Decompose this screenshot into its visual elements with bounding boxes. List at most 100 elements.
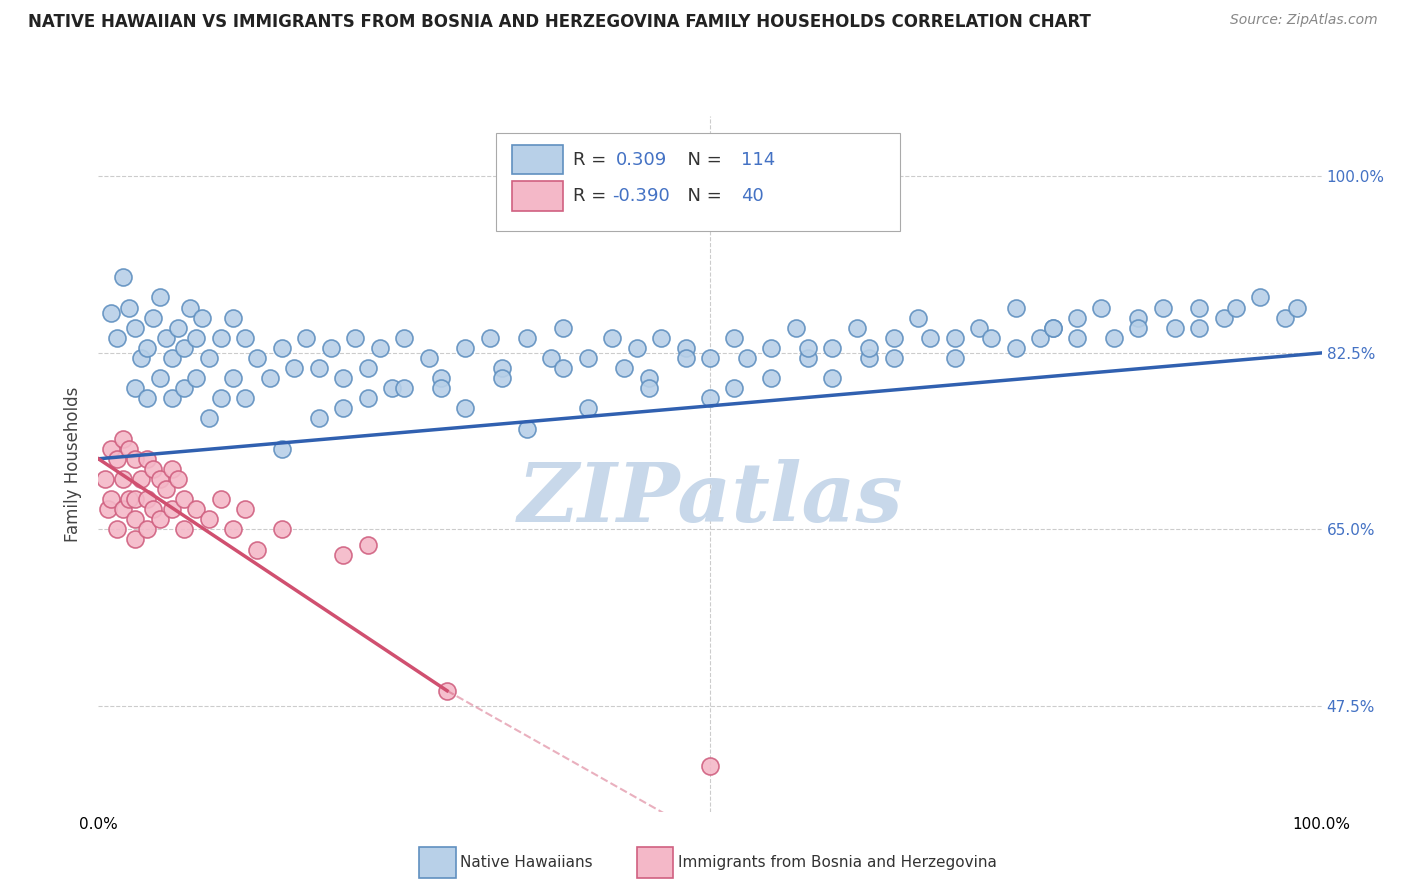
Point (93, 472, 115, 486)
Point (1128, 320, 1150, 334)
Point (197, 512, 219, 526)
Point (967, 320, 990, 334)
Text: R =: R = (574, 187, 612, 205)
Point (160, 351, 183, 365)
Point (197, 351, 219, 365)
Point (173, 522, 195, 536)
Point (222, 522, 245, 536)
Point (723, 331, 745, 345)
Point (491, 361, 513, 376)
Point (1029, 331, 1052, 345)
Point (209, 392, 232, 406)
Point (1164, 320, 1187, 334)
Point (821, 371, 844, 385)
Text: Immigrants from Bosnia and Herzegovina: Immigrants from Bosnia and Herzegovina (678, 855, 997, 870)
Point (118, 442, 141, 456)
Point (283, 361, 305, 376)
Point (430, 381, 453, 395)
Point (155, 331, 177, 345)
Point (259, 371, 281, 385)
Point (735, 351, 758, 365)
Point (540, 351, 562, 365)
Point (1042, 320, 1064, 334)
Point (1274, 310, 1296, 325)
Point (1066, 331, 1088, 345)
Point (761, 341, 783, 355)
Point (332, 371, 354, 385)
Point (149, 512, 172, 526)
Point (699, 759, 721, 773)
Text: 114: 114 (741, 151, 775, 169)
Point (1004, 341, 1026, 355)
Point (222, 371, 245, 385)
Point (129, 351, 152, 365)
Point (173, 381, 195, 395)
Point (246, 542, 269, 557)
Point (136, 492, 159, 507)
Point (797, 341, 820, 355)
Point (1188, 320, 1211, 334)
Point (179, 301, 201, 315)
Point (454, 401, 477, 416)
Point (613, 361, 636, 376)
Point (356, 392, 378, 406)
Point (105, 522, 128, 536)
Point (553, 361, 575, 376)
Point (308, 411, 330, 425)
Point (124, 533, 146, 547)
Point (173, 341, 195, 355)
Point (638, 381, 661, 395)
Point (845, 320, 868, 334)
Point (149, 290, 172, 304)
Point (155, 482, 177, 496)
Point (142, 462, 165, 476)
Point (1004, 301, 1026, 315)
Point (675, 341, 697, 355)
Point (478, 331, 501, 345)
Point (1286, 301, 1309, 315)
FancyBboxPatch shape (512, 145, 564, 175)
Point (160, 392, 183, 406)
Point (197, 411, 219, 425)
Point (1212, 310, 1234, 325)
Point (515, 331, 537, 345)
Point (491, 371, 513, 385)
FancyBboxPatch shape (496, 134, 900, 231)
Point (270, 522, 294, 536)
Point (430, 371, 453, 385)
Point (1102, 331, 1125, 345)
Point (907, 310, 929, 325)
Point (883, 351, 905, 365)
Point (186, 331, 208, 345)
Text: Native Hawaiians: Native Hawaiians (460, 855, 592, 870)
Point (418, 351, 440, 365)
Point (209, 492, 232, 507)
Point (1188, 301, 1211, 315)
Point (319, 341, 342, 355)
Point (160, 462, 183, 476)
Point (100, 442, 122, 456)
Point (142, 310, 165, 325)
Point (111, 502, 134, 516)
Point (173, 492, 195, 507)
Point (392, 381, 416, 395)
Point (553, 320, 575, 334)
Point (118, 301, 141, 315)
Point (111, 432, 134, 446)
Point (699, 351, 721, 365)
Point (392, 331, 416, 345)
Point (650, 331, 672, 345)
Point (515, 421, 537, 435)
Point (356, 361, 378, 376)
Text: -0.390: -0.390 (612, 187, 669, 205)
Point (111, 270, 134, 285)
Point (118, 492, 141, 507)
Point (100, 305, 122, 319)
Point (124, 451, 146, 466)
Point (136, 392, 159, 406)
Text: Source: ZipAtlas.com: Source: ZipAtlas.com (1230, 13, 1378, 28)
Text: R =: R = (574, 151, 617, 169)
Point (186, 371, 208, 385)
Point (111, 472, 134, 486)
Point (943, 331, 966, 345)
